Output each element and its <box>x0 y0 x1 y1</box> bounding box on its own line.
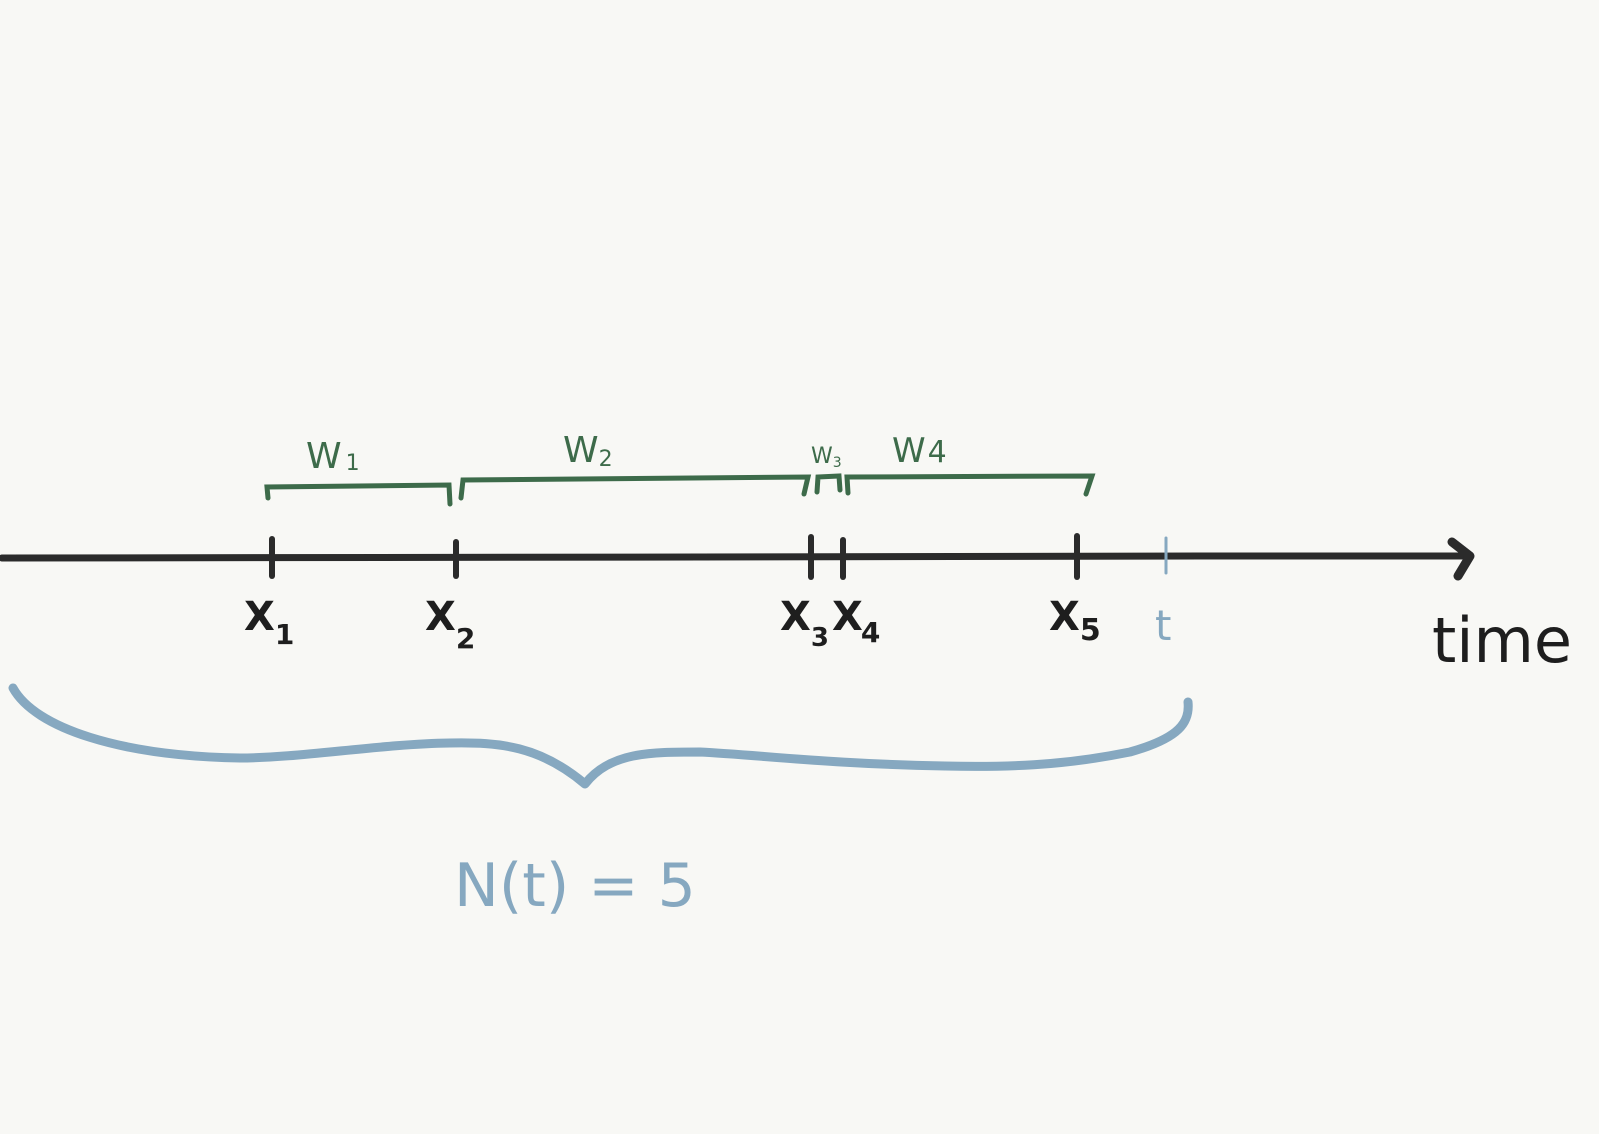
interval-bracket-w2 <box>458 474 812 501</box>
interval-label-w2: W2 <box>563 430 613 472</box>
count-label: N(t) = 5 <box>454 851 696 921</box>
interval-label-w3: W3 <box>811 444 842 471</box>
interval-bracket-w4 <box>844 473 1096 497</box>
count-brace <box>8 683 1193 789</box>
arrival-label-x4: X4 <box>832 594 880 649</box>
time-marker: t <box>1155 536 1171 650</box>
interval-w4 <box>844 473 1096 497</box>
arrival-label-x1: X1 <box>244 594 294 651</box>
count-brace-group: N(t) = 5 <box>8 683 1193 921</box>
time-axis: time <box>0 537 1572 677</box>
interval-w1 <box>264 482 453 507</box>
arrival-label-x2: X2 <box>425 594 475 655</box>
arrival-label-x3: X3 <box>780 594 829 653</box>
axis-arrowhead <box>1447 537 1475 581</box>
time-marker-label: t <box>1155 601 1171 650</box>
interval-label-w4: W4 <box>892 431 947 471</box>
arrival-label-x5: X5 <box>1049 594 1101 648</box>
interval-bracket-w1 <box>264 482 453 507</box>
interval-bracket-w3 <box>814 473 843 495</box>
interval-w3 <box>814 473 843 495</box>
axis-line <box>0 552 1472 562</box>
interval-w2 <box>458 474 812 501</box>
arrival-marks: X1 X2 X3 X4 X5 <box>244 533 1101 655</box>
interarrival-intervals <box>264 473 1096 507</box>
axis-label: time <box>1432 604 1572 677</box>
